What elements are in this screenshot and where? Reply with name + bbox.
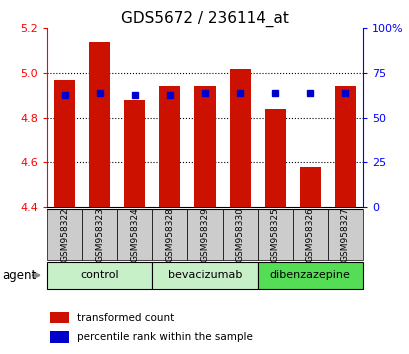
Bar	[89, 42, 110, 207]
Text: GSM958327: GSM958327	[340, 207, 349, 262]
Text: agent: agent	[2, 269, 36, 282]
Bar	[229, 69, 250, 207]
Text: GSM958328: GSM958328	[165, 207, 174, 262]
Text: GSM958324: GSM958324	[130, 207, 139, 262]
Bar	[194, 86, 215, 207]
Text: transformed count: transformed count	[77, 313, 174, 322]
Bar	[264, 109, 285, 207]
Bar	[152, 209, 187, 260]
Text: GDS5672 / 236114_at: GDS5672 / 236114_at	[121, 11, 288, 27]
Text: GSM958329: GSM958329	[200, 207, 209, 262]
Bar	[257, 209, 292, 260]
Bar	[292, 209, 327, 260]
Bar	[152, 262, 257, 289]
Bar	[187, 209, 222, 260]
Text: bevacizumab: bevacizumab	[167, 270, 242, 280]
Bar	[82, 209, 117, 260]
Bar	[47, 262, 152, 289]
Text: percentile rank within the sample: percentile rank within the sample	[77, 332, 252, 342]
Text: GSM958325: GSM958325	[270, 207, 279, 262]
Bar	[50, 331, 69, 343]
Text: control: control	[80, 270, 119, 280]
Bar	[327, 209, 362, 260]
Text: dibenzazepine: dibenzazepine	[269, 270, 350, 280]
Bar	[159, 86, 180, 207]
Bar	[50, 312, 69, 323]
Text: GSM958326: GSM958326	[305, 207, 314, 262]
Bar	[117, 209, 152, 260]
Text: GSM958322: GSM958322	[60, 207, 69, 262]
Bar	[124, 100, 145, 207]
Bar	[334, 86, 355, 207]
Bar	[54, 80, 75, 207]
Bar	[47, 209, 82, 260]
Bar	[222, 209, 257, 260]
Text: GSM958330: GSM958330	[235, 207, 244, 262]
Bar	[299, 167, 320, 207]
Bar	[257, 262, 362, 289]
Text: GSM958323: GSM958323	[95, 207, 104, 262]
